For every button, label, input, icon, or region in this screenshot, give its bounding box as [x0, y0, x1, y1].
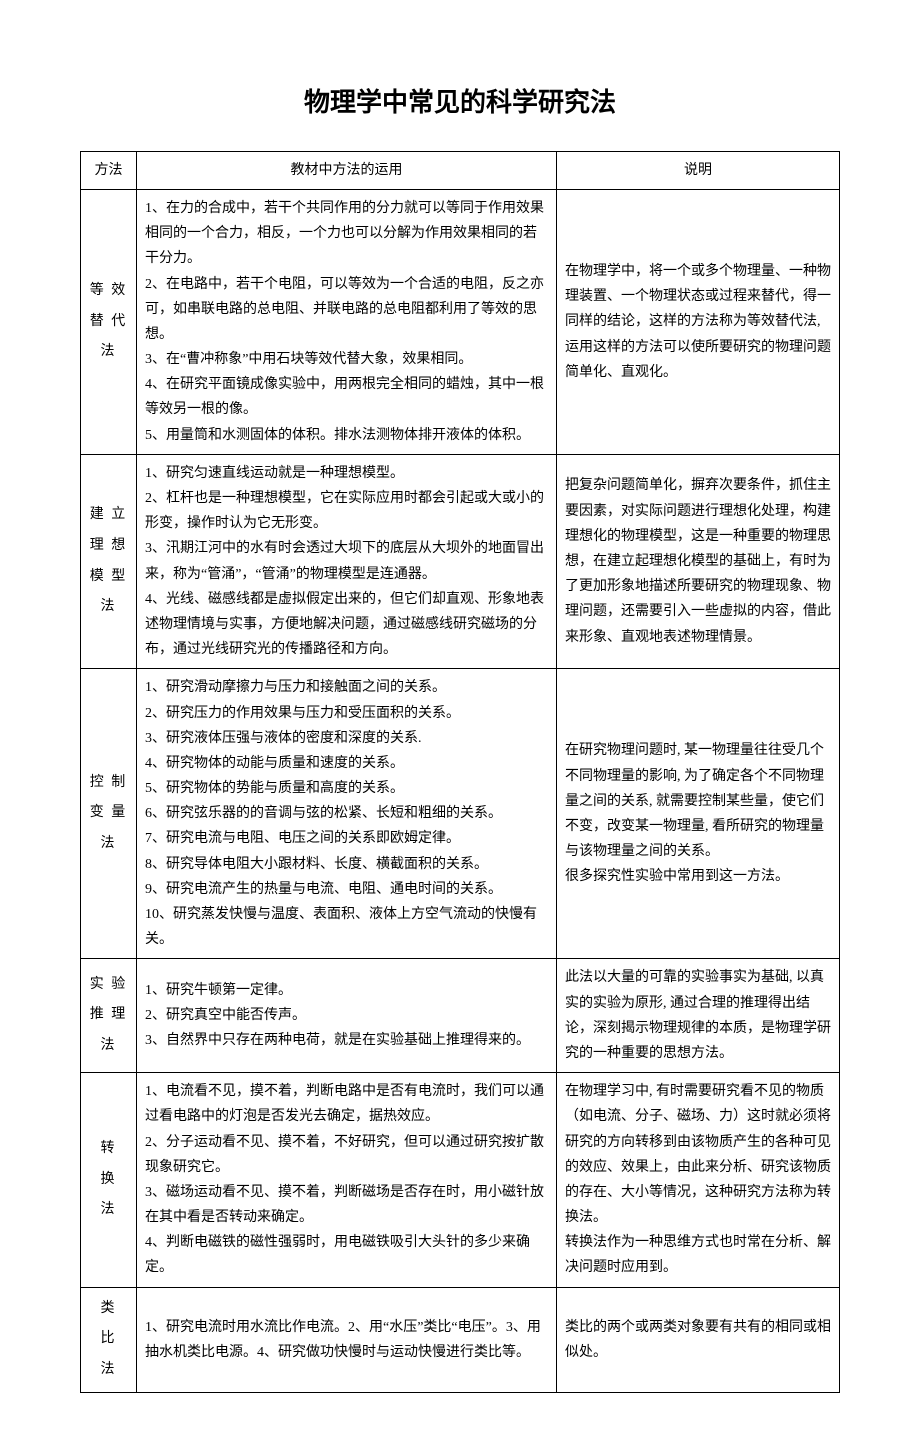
table-row: 实 验推 理法1、研究牛顿第一定律。2、研究真空中能否传声。3、自然界中只存在两… — [81, 959, 840, 1073]
header-method: 方法 — [81, 151, 137, 189]
desc-cell: 在物理学习中, 有时需要研究看不见的物质（如电流、分子、磁场、力）这时就必须将研… — [557, 1073, 840, 1288]
table-row: 等 效替 代法1、在力的合成中，若干个共同作用的分力就可以等同于作用效果相同的一… — [81, 189, 840, 454]
header-usage: 教材中方法的运用 — [137, 151, 557, 189]
desc-cell: 在研究物理问题时, 某一物理量往往受几个不同物理量的影响, 为了确定各个不同物理… — [557, 669, 840, 959]
method-label: 类比法 — [101, 1294, 117, 1386]
page-title: 物理学中常见的科学研究法 — [80, 80, 840, 127]
methods-table: 方法 教材中方法的运用 说明 等 效替 代法1、在力的合成中，若干个共同作用的分… — [80, 151, 840, 1393]
method-cell: 建 立理 想模 型法 — [81, 454, 137, 669]
header-desc: 说明 — [557, 151, 840, 189]
table-header-row: 方法 教材中方法的运用 说明 — [81, 151, 840, 189]
method-label: 等 效替 代法 — [90, 276, 128, 368]
table-row: 类比法 1、研究电流时用水流比作电流。2、用“水压”类比“电压”。3、用抽水机类比… — [81, 1287, 840, 1392]
usage-cell: 1、在力的合成中，若干个共同作用的分力就可以等同于作用效果相同的一个合力，相反，… — [137, 189, 557, 454]
desc-cell: 在物理学中，将一个或多个物理量、一种物理装置、一个物理状态或过程来替代，得一同样… — [557, 189, 840, 454]
table-row: 转换法 1、电流看不见，摸不着，判断电路中是否有电流时，我们可以通过看电路中的灯泡… — [81, 1073, 840, 1288]
table-row: 建 立理 想模 型法1、研究匀速直线运动就是一种理想模型。2、杠杆也是一种理想模… — [81, 454, 840, 669]
usage-cell: 1、研究滑动摩擦力与压力和接触面之间的关系。2、研究压力的作用效果与压力和受压面… — [137, 669, 557, 959]
method-cell: 实 验推 理法 — [81, 959, 137, 1073]
method-cell: 等 效替 代法 — [81, 189, 137, 454]
method-cell: 类比法 — [81, 1287, 137, 1392]
usage-cell: 1、电流看不见，摸不着，判断电路中是否有电流时，我们可以通过看电路中的灯泡是否发… — [137, 1073, 557, 1288]
method-label: 转换法 — [101, 1134, 117, 1226]
method-cell: 控 制变 量法 — [81, 669, 137, 959]
usage-cell: 1、研究牛顿第一定律。2、研究真空中能否传声。3、自然界中只存在两种电荷，就是在… — [137, 959, 557, 1073]
method-label: 实 验推 理法 — [90, 970, 128, 1062]
desc-cell: 把复杂问题简单化，摒弃次要条件，抓住主要因素，对实际问题进行理想化处理，构建理想… — [557, 454, 840, 669]
desc-cell: 类比的两个或两类对象要有共有的相同或相似处。 — [557, 1287, 840, 1392]
method-label: 控 制变 量法 — [90, 768, 128, 860]
usage-cell: 1、研究匀速直线运动就是一种理想模型。2、杠杆也是一种理想模型，它在实际应用时都… — [137, 454, 557, 669]
table-row: 控 制变 量法1、研究滑动摩擦力与压力和接触面之间的关系。2、研究压力的作用效果… — [81, 669, 840, 959]
desc-cell: 此法以大量的可靠的实验事实为基础, 以真实的实验为原形, 通过合理的推理得出结论… — [557, 959, 840, 1073]
method-cell: 转换法 — [81, 1073, 137, 1288]
method-label: 建 立理 想模 型法 — [90, 500, 128, 623]
usage-cell: 1、研究电流时用水流比作电流。2、用“水压”类比“电压”。3、用抽水机类比电源。… — [137, 1287, 557, 1392]
